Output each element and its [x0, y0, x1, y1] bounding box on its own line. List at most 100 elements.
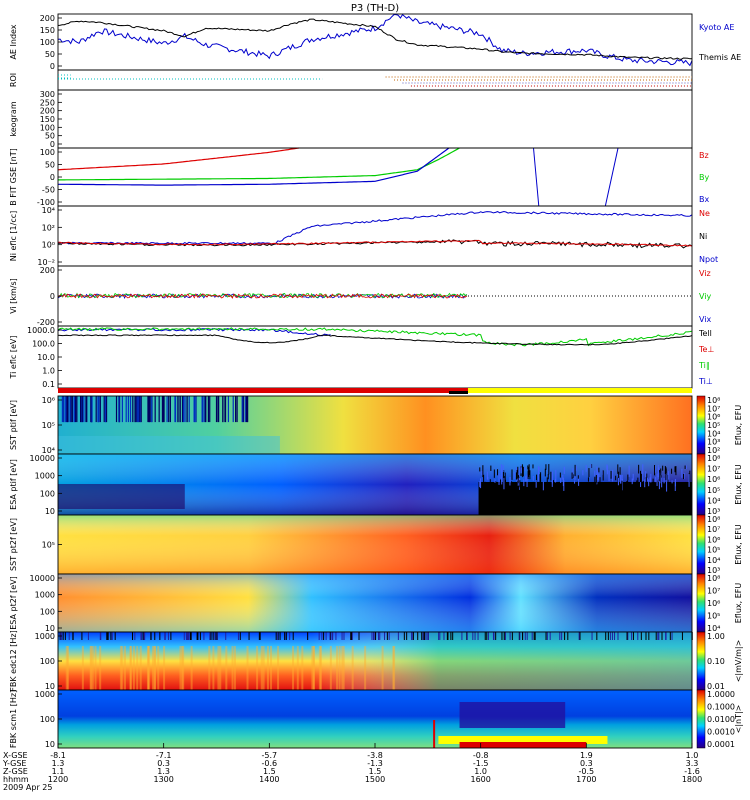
bfit-ytick-label: -100	[37, 198, 55, 207]
fbk1-stripe	[509, 632, 511, 640]
sst1-stripe	[241, 396, 243, 423]
esa1-speckle	[610, 470, 612, 479]
fbk2-band	[459, 702, 566, 728]
esa1-speckle	[486, 471, 488, 479]
fbk1-stripe	[596, 632, 598, 640]
x-tick-label: -8.1	[50, 751, 66, 760]
esa1-speckle	[594, 476, 596, 487]
fbk1-stripe	[474, 632, 476, 640]
fbk1-stripe	[336, 646, 339, 690]
esa1-speckle	[606, 464, 608, 470]
fbk1-stripe	[196, 632, 198, 640]
ae-line-kyoto-ae	[57, 13, 693, 67]
bfit-yticks: 100 50 0 -50 -100	[37, 148, 62, 207]
esa1-speckle	[479, 467, 481, 472]
esa1-speckle	[552, 480, 554, 487]
fbk1-stripe	[134, 632, 136, 640]
sst1-stripe	[61, 396, 63, 423]
esa1-speckle	[481, 470, 483, 476]
esa1-speckle	[500, 464, 502, 477]
fbk1-stripe	[549, 632, 551, 640]
sst2-colorbar-tick: 10⁷	[707, 525, 720, 534]
fbk2-ylabel: FBK scm1 [Hz]	[9, 690, 18, 748]
sst1-colorbar-tick: 10²	[707, 446, 720, 455]
esa1-speckle	[572, 474, 574, 478]
fbk1-ytick-label: 1000	[35, 632, 55, 641]
fbk1-stripe	[611, 632, 613, 640]
fbk1-stripe	[330, 632, 332, 640]
fbk1-colorbar-tick: 0.01	[707, 682, 725, 691]
sst1-stripe	[215, 396, 218, 423]
fbk1-stripe	[341, 646, 344, 690]
x-tick-label: 1600	[470, 775, 490, 784]
esa1-speckle	[511, 481, 513, 487]
esa1-colorbar-tick: 10⁸	[707, 454, 720, 463]
ae-legend-item: Kyoto AE	[699, 23, 734, 32]
esa1-speckle	[500, 475, 502, 479]
esa1-speckle	[537, 466, 539, 477]
ni-legend: Ne Ni Npot	[699, 209, 718, 264]
fbk1-stripe	[284, 632, 286, 640]
sst1-stripe	[217, 396, 219, 423]
sst1-stripe	[236, 396, 238, 423]
fbk1-stripe	[379, 632, 381, 640]
sst1-stripe	[73, 396, 75, 423]
x-tick-label: -7.1	[156, 751, 172, 760]
fbk2-colorbar-tick: 0.1000	[707, 703, 735, 712]
fbk1-stripe	[131, 632, 133, 640]
esa1-speckle	[576, 481, 578, 495]
fbk1-stripe	[403, 632, 405, 640]
ti-legend-item: Ti∥	[698, 361, 710, 370]
esa1-speckle	[540, 472, 542, 483]
esa1-speckle	[627, 474, 629, 480]
sst1-stripe	[201, 396, 203, 423]
fbk1-stripe	[179, 646, 182, 690]
esa1-speckle	[575, 465, 577, 471]
esa1-speckle	[659, 472, 661, 484]
esa1-speckle	[615, 475, 617, 481]
sst1-stripe	[245, 396, 248, 423]
sst1-stripe	[207, 396, 210, 423]
fbk1-stripe	[531, 632, 533, 640]
esa1-speckle	[587, 477, 589, 482]
fbk1-stripe	[301, 646, 304, 690]
ae-ytick-label: 100	[40, 38, 55, 47]
sst1-stripe	[151, 396, 153, 423]
fbk1-stripe	[216, 632, 218, 640]
fbk1-stripe	[640, 632, 642, 640]
fbk1-stripe	[671, 632, 673, 640]
keogram-ytick-label: 200	[40, 107, 55, 116]
fbk1-stripe	[256, 646, 259, 690]
esa1-speckle	[681, 468, 683, 478]
fbk1-stripe	[225, 632, 227, 640]
esa1-speckle	[527, 465, 529, 470]
esa1-speckle	[560, 478, 562, 483]
esa1-colorbar-tick: 10⁶	[707, 475, 720, 484]
fbk1-ylabel: FBK edc12 [Hz]	[9, 630, 18, 691]
fbk1-stripe	[91, 646, 94, 690]
fbk1-stripe	[215, 632, 217, 640]
esa1-speckle	[660, 475, 662, 486]
fbk1-stripe	[329, 646, 332, 690]
esa1-speckle	[654, 464, 656, 476]
fbk1-stripe	[183, 632, 185, 640]
ni-ytick-label: 10²	[42, 223, 55, 232]
esa1-speckle	[659, 469, 661, 482]
sst1-stripe	[134, 396, 136, 423]
esa1-colorbar-tick: 10⁷	[707, 465, 720, 474]
esa1-speckle	[641, 473, 643, 483]
esa1-speckle	[596, 466, 598, 475]
esa1-speckle	[647, 477, 649, 482]
esa2-yticks: 10000 1000 100 10	[30, 574, 62, 633]
esa2-layer	[58, 574, 692, 632]
fbk1-stripe	[277, 646, 280, 690]
sst1-stripe	[168, 396, 170, 423]
ae-legend: Kyoto AE Themis AE	[698, 23, 741, 62]
sst1-ylabel: SST ptif [eV]	[9, 400, 18, 450]
sst1-stripe	[81, 396, 83, 423]
sst1-stripe	[246, 396, 248, 423]
sst1-stripe	[209, 396, 211, 423]
esa1-speckle	[484, 481, 486, 494]
esa1-speckle	[606, 465, 608, 475]
